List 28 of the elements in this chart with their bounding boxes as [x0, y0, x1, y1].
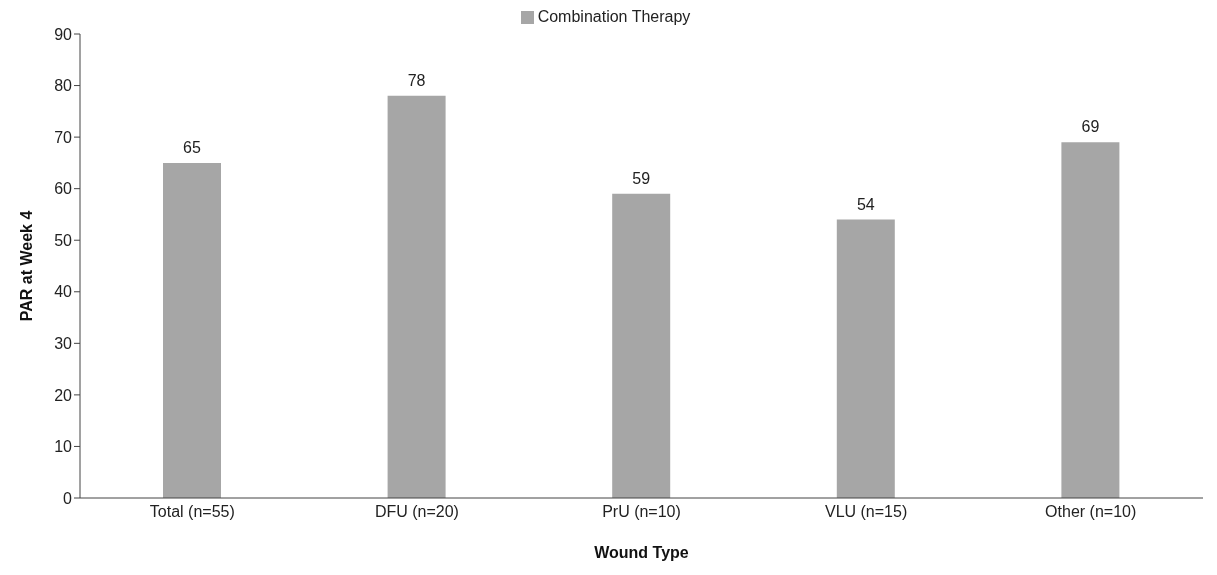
y-tick-label: 70: [54, 128, 73, 146]
bar: [612, 193, 671, 498]
x-tick-label: Total (n=55): [149, 503, 235, 521]
data-label: 65: [183, 138, 201, 156]
x-tick-label: VLU (n=15): [824, 503, 908, 521]
data-label: 54: [856, 195, 875, 213]
legend-label: Combination Therapy: [537, 8, 691, 25]
x-tick-label: DFU (n=20): [374, 503, 459, 521]
y-tick-label: 80: [54, 77, 73, 95]
y-tick-label: 60: [54, 180, 73, 198]
y-tick-label: 40: [54, 283, 73, 301]
y-tick-label: 0: [63, 489, 73, 507]
bar: [1061, 142, 1120, 498]
y-tick-label: 20: [54, 386, 73, 404]
x-tick-label: Other (n=10): [1045, 503, 1137, 521]
y-axis-title: PAR at Week 4: [17, 210, 35, 322]
bar: [836, 219, 895, 498]
x-tick-label: PrU (n=10): [602, 503, 681, 521]
y-tick-label: 10: [54, 438, 73, 456]
x-axis-title: Wound Type: [594, 544, 689, 561]
data-label: 59: [632, 169, 651, 187]
data-label: 78: [407, 71, 426, 89]
data-label: 69: [1081, 118, 1100, 136]
y-tick-label: 90: [54, 25, 73, 43]
bar: [163, 162, 221, 498]
y-tick-label: 50: [54, 231, 73, 249]
bar: [387, 95, 446, 498]
y-tick-label: 30: [54, 335, 73, 353]
